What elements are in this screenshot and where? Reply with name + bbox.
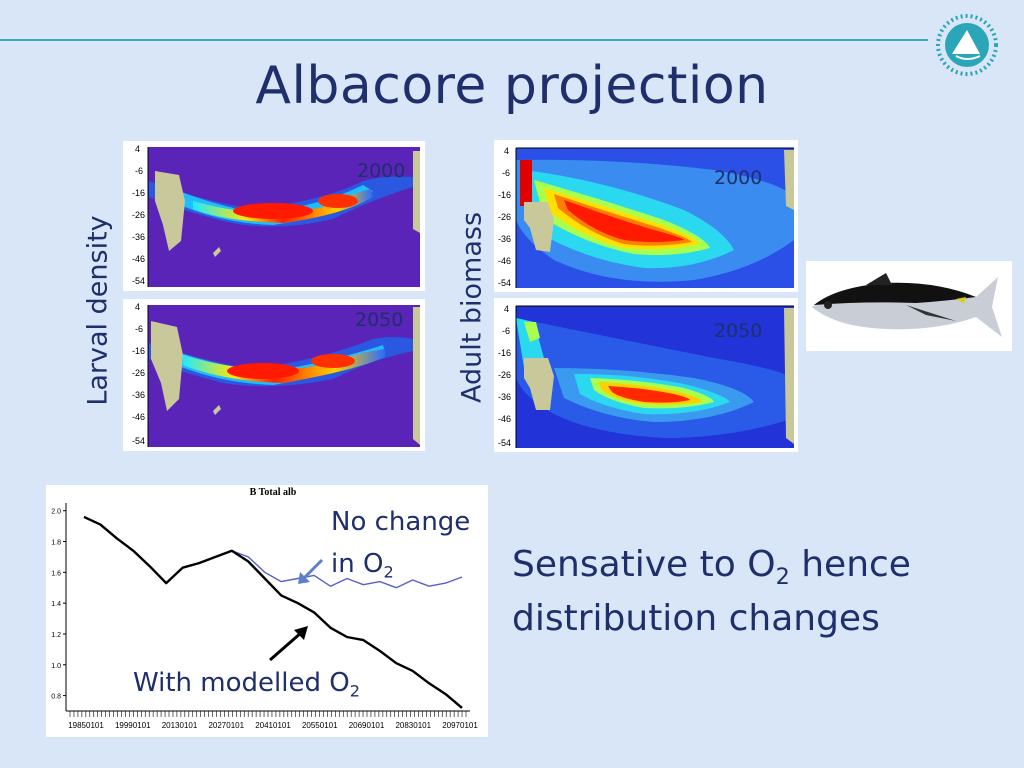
y-tick-label: -54 — [498, 438, 511, 448]
year-label: 2050 — [355, 309, 404, 331]
larval-map-2050: 4 -6 -16 -26 -36 -46 -54 — [123, 299, 425, 451]
modelled-o2-annotation: With modelled O2 — [133, 662, 360, 704]
y-tick-label: -26 — [498, 370, 511, 380]
y-tick-label: -6 — [502, 168, 510, 178]
y-tick-label: 4 — [135, 144, 140, 154]
y-tick-label: -26 — [132, 368, 145, 378]
y-tick-label: -46 — [132, 254, 145, 264]
x-tick-label: 20690101 — [349, 721, 385, 730]
x-tick-label: 20130101 — [162, 721, 198, 730]
albacore-tuna-image — [806, 261, 1012, 351]
subscript: 2 — [775, 563, 790, 590]
y-tick-label: -54 — [498, 278, 511, 288]
y-tick-label: -16 — [498, 348, 511, 358]
year-label: 2050 — [714, 320, 763, 342]
y-tick-label: 4 — [135, 302, 140, 312]
y-tick-label: 2.0 — [51, 509, 61, 516]
adult-map-2000: 4 -6 -16 -26 -36 -46 -54 — [494, 140, 798, 292]
conclusion-text: Sensative to O2 hence distribution chang… — [512, 538, 911, 646]
y-tick-label: -16 — [498, 190, 511, 200]
x-tick-label: 19990101 — [115, 721, 151, 730]
y-tick-label: 4 — [504, 146, 509, 156]
subscript: 2 — [383, 562, 394, 582]
conclusion-line: Sensative to O — [512, 544, 776, 585]
y-tick-label: -36 — [132, 232, 145, 242]
header-rule — [0, 39, 928, 41]
y-tick-label: -6 — [502, 326, 510, 336]
adult-biomass-label: Adult biomass — [456, 211, 488, 404]
y-tick-label: -46 — [498, 414, 511, 424]
y-tick-label: -26 — [132, 210, 145, 220]
y-tick-label: -36 — [498, 392, 511, 402]
y-tick-label: 1.2 — [51, 632, 61, 639]
x-tick-label: 20970101 — [442, 721, 478, 730]
x-tick-label: 20830101 — [395, 721, 431, 730]
blue-arrow — [298, 558, 324, 584]
adult-map-2050: 4 -6 -16 -26 -36 -46 -54 — [494, 298, 798, 452]
y-tick-label: -6 — [135, 166, 143, 176]
slide-title: Albacore projection — [255, 56, 769, 116]
y-tick-label: -54 — [132, 276, 145, 286]
year-label: 2000 — [357, 160, 406, 182]
subscript: 2 — [349, 681, 360, 701]
y-tick-label: -6 — [135, 324, 143, 334]
y-tick-label: -16 — [132, 188, 145, 198]
larval-density-label: Larval density — [82, 215, 114, 406]
y-tick-label: 0.8 — [51, 694, 61, 701]
y-tick-label: -36 — [498, 234, 511, 244]
no-change-annotation: No change in O2 — [331, 501, 470, 585]
x-tick-label: 20270101 — [208, 721, 244, 730]
x-tick-label: 20410101 — [255, 721, 291, 730]
y-tick-label: 1.0 — [51, 663, 61, 670]
y-tick-label: 1.6 — [51, 570, 61, 577]
y-tick-label: -36 — [132, 390, 145, 400]
organization-logo — [934, 12, 1000, 78]
y-tick-label: -16 — [132, 346, 145, 356]
y-tick-label: -46 — [132, 412, 145, 422]
y-tick-label: -54 — [132, 436, 145, 446]
chart-title: B Total alb — [250, 487, 297, 498]
year-label: 2000 — [714, 167, 763, 189]
conclusion-line: hence — [789, 544, 911, 585]
biomass-line-chart: B Total alb 0.8 1.0 1.2 1.4 1.6 1.8 2.0 198501… — [46, 485, 488, 737]
larval-map-2000: 4 -6 -16 -26 -36 -46 -54 — [123, 141, 425, 291]
y-tick-label: 1.4 — [51, 601, 61, 608]
black-arrow — [269, 626, 308, 662]
y-tick-label: -26 — [498, 212, 511, 222]
y-tick-label: -46 — [498, 256, 511, 266]
x-tick-label: 20550101 — [302, 721, 338, 730]
conclusion-line: distribution changes — [512, 598, 880, 639]
series-line — [83, 515, 463, 709]
annotation-line: in O — [331, 549, 384, 579]
annotation-line: With modelled O — [133, 668, 350, 698]
annotation-line: No change — [331, 507, 471, 537]
y-tick-label: 1.8 — [51, 540, 61, 547]
y-tick-label: 4 — [504, 304, 509, 314]
x-tick-label: 19850101 — [68, 721, 104, 730]
